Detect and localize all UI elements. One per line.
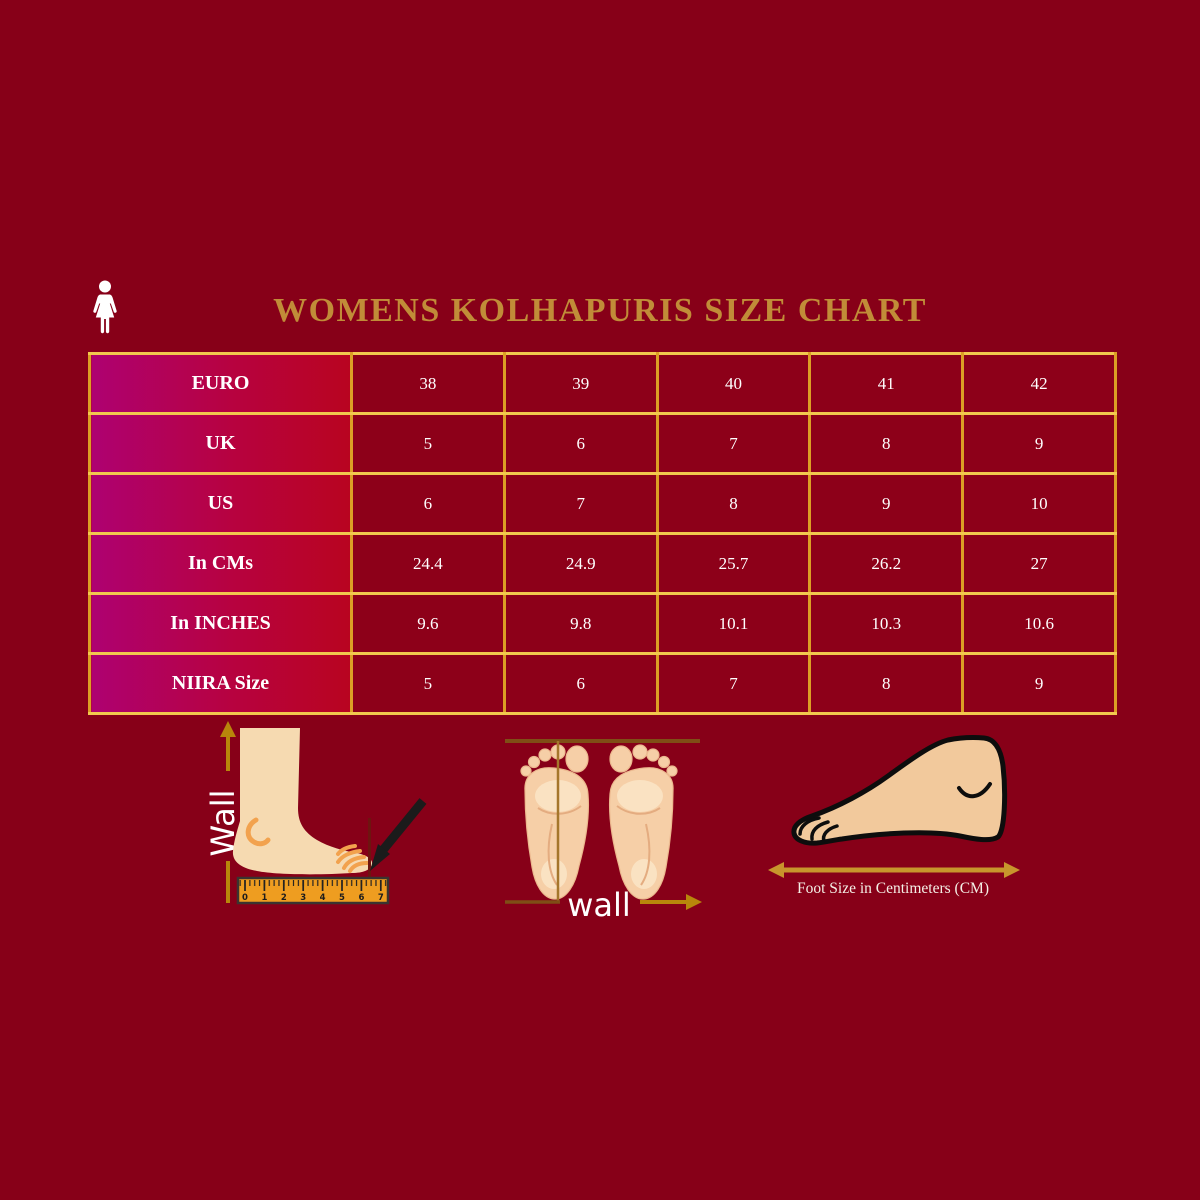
size-cell: 6 [502, 652, 659, 715]
ruler-number: 4 [320, 893, 326, 903]
size-cell: 9.6 [350, 592, 506, 655]
toe-lines [336, 844, 369, 873]
size-cell: 6 [350, 472, 506, 535]
ruler-number: 1 [261, 893, 267, 903]
size-cell: 9.8 [502, 592, 659, 655]
size-table: EURO 38 39 40 41 42 UK 5 6 7 8 9 US 6 7 … [88, 352, 1117, 715]
table-row-cms: In CMs 24.4 24.9 25.7 26.2 27 [88, 532, 1117, 595]
size-cell: 9 [961, 412, 1117, 475]
outlined-foot-icon [791, 735, 1008, 846]
table-row-inches: In INCHES 9.6 9.8 10.1 10.3 10.6 [88, 592, 1117, 655]
row-header-inches: In INCHES [88, 592, 353, 655]
row-header-euro: EURO [88, 352, 353, 415]
bottom-right-arrow-icon [640, 894, 702, 910]
size-cell: 7 [655, 652, 812, 715]
sole-right [608, 744, 678, 901]
size-cell: 8 [808, 652, 965, 715]
heel-against-wall-illustration: Wall [204, 721, 427, 905]
size-cell: 10 [961, 472, 1117, 535]
heel-mark [245, 817, 271, 847]
ruler-number: 7 [378, 893, 384, 903]
page-title: WOMENS KOLHAPURIS SIZE CHART [273, 292, 927, 329]
pencil-icon [370, 798, 427, 871]
size-cell: 7 [655, 412, 812, 475]
ruler-number: 0 [242, 893, 248, 903]
side-foot-illustration [232, 728, 373, 875]
soles-measurement-illustration: wall [505, 739, 702, 922]
ruler-icon: 0 1 2 3 4 5 6 7 [236, 876, 390, 905]
table-row-uk: UK 5 6 7 8 9 [88, 412, 1117, 475]
size-cell: 5 [350, 652, 506, 715]
row-header-niira: NIIRA Size [88, 652, 353, 715]
size-cell: 39 [502, 352, 659, 415]
foot-length-illustration: Foot Size in Centimeters (CM) [768, 735, 1020, 897]
size-cell: 40 [655, 352, 812, 415]
size-cell: 24.9 [502, 532, 659, 595]
size-cell: 10.6 [961, 592, 1117, 655]
size-cell: 9 [961, 652, 1117, 715]
sole-left [520, 744, 590, 901]
size-cell: 25.7 [655, 532, 812, 595]
size-cell: 42 [961, 352, 1117, 415]
size-cell: 6 [502, 412, 659, 475]
row-header-cms: In CMs [88, 532, 353, 595]
woman-icon [93, 280, 117, 334]
row-header-us: US [88, 472, 353, 535]
wall-up-arrow-icon [220, 721, 236, 903]
foot-size-caption: Foot Size in Centimeters (CM) [797, 880, 989, 897]
table-row-niira: NIIRA Size 5 6 7 8 9 [88, 652, 1117, 715]
ruler-number: 2 [281, 893, 287, 903]
size-cell: 9 [808, 472, 965, 535]
size-cell: 38 [350, 352, 506, 415]
size-cell: 10.1 [655, 592, 812, 655]
table-row-us: US 6 7 8 9 10 [88, 472, 1117, 535]
ruler-number: 3 [300, 893, 306, 903]
size-cell: 27 [961, 532, 1117, 595]
size-cell: 7 [502, 472, 659, 535]
size-cell: 10.3 [808, 592, 965, 655]
size-cell: 8 [808, 412, 965, 475]
ruler-number: 5 [339, 893, 345, 903]
ruler-number: 6 [358, 893, 364, 903]
length-double-arrow-icon [768, 862, 1020, 878]
size-cell: 24.4 [350, 532, 506, 595]
wall-bottom-label: wall [567, 886, 631, 922]
size-cell: 41 [808, 352, 965, 415]
size-cell: 8 [655, 472, 812, 535]
row-header-uk: UK [88, 412, 353, 475]
table-row-euro: EURO 38 39 40 41 42 [88, 352, 1117, 415]
size-cell: 26.2 [808, 532, 965, 595]
size-cell: 5 [350, 412, 506, 475]
